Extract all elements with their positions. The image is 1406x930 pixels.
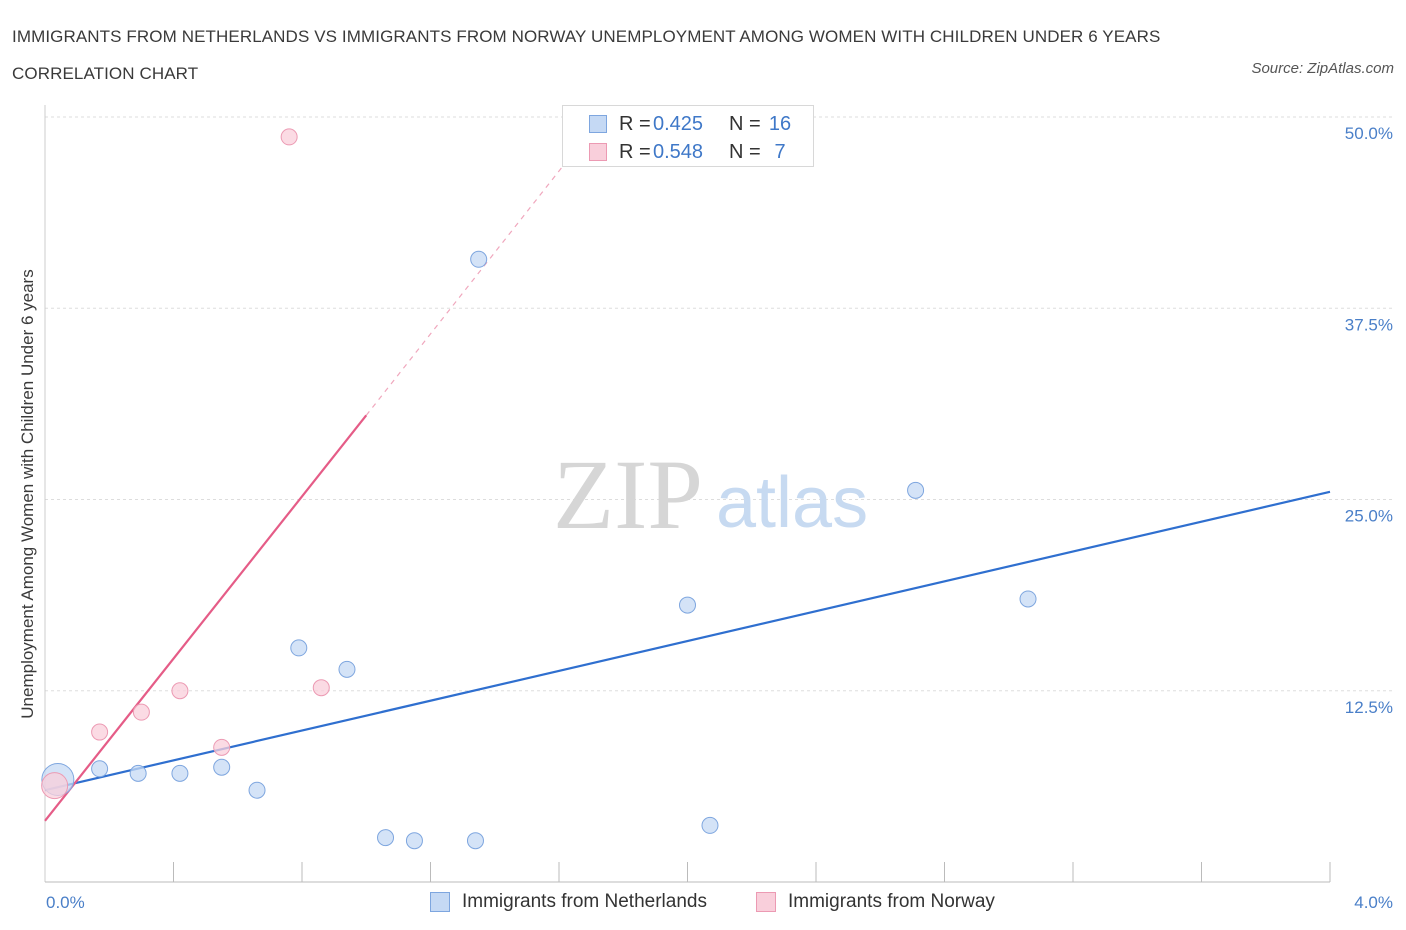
correlation-legend: R = 0.425 N = 16 R = 0.548 N = 7 (562, 105, 814, 167)
netherlands-point (679, 596, 696, 614)
chart-title: IMMIGRANTS FROM NETHERLANDS VS IMMIGRANT… (12, 27, 1161, 83)
netherlands-legend-swatch (430, 892, 450, 912)
legend-item-norway: Immigrants from Norway (756, 889, 995, 915)
r-label: R = (619, 112, 651, 135)
y-tick-label: 50.0% (1345, 124, 1393, 143)
netherlands-point (213, 758, 231, 776)
y-tick-label: 12.5% (1345, 698, 1393, 717)
netherlands-point (171, 764, 189, 782)
r-value: 0.425 (653, 112, 704, 135)
legend-row-norway: R = 0.548 N = 7 (589, 139, 795, 165)
data-points (41, 128, 1037, 850)
n-label: N = (729, 112, 761, 135)
netherlands-point (377, 829, 395, 847)
norway-trend-line (44, 414, 368, 822)
netherlands-point (91, 760, 109, 778)
trend-lines (44, 162, 1331, 822)
y-tick-label: 25.0% (1345, 507, 1393, 526)
r-value: 0.548 (653, 140, 704, 163)
netherlands-point (470, 250, 488, 268)
norway-point (280, 128, 298, 146)
watermark: ZIP atlas (553, 439, 868, 550)
legend-row-netherlands: R = 0.425 N = 16 (589, 111, 795, 137)
norway-legend-swatch (756, 892, 776, 912)
norway-legend-label: Immigrants from Norway (788, 891, 995, 912)
watermark-atlas: atlas (716, 463, 868, 543)
tick-labels: 12.5% 25.0% 37.5% 50.0% 0.0% 4.0% (46, 124, 1393, 912)
netherlands-point (466, 832, 484, 850)
norway-point (41, 772, 69, 800)
n-label: N = (729, 140, 761, 163)
netherlands-point (129, 764, 147, 782)
norway-point (132, 703, 150, 721)
netherlands-point (290, 639, 308, 657)
y-tick-label: 37.5% (1345, 315, 1393, 334)
netherlands-point (701, 816, 719, 834)
axes (44, 105, 1331, 883)
n-value: 16 (768, 112, 792, 135)
netherlands-point (338, 660, 356, 678)
netherlands-point (405, 832, 423, 850)
x-tick-label: 0.0% (46, 893, 85, 912)
netherlands-point (907, 481, 925, 499)
norway-point (213, 738, 231, 756)
norway-swatch (589, 143, 607, 161)
norway-point (171, 682, 189, 700)
norway-point (91, 723, 109, 741)
netherlands-point (1019, 590, 1037, 608)
watermark-zip: ZIP (553, 439, 703, 550)
grid-lines (45, 116, 1395, 692)
norway-trend-extension (365, 162, 566, 416)
source-label: Source: ZipAtlas.com (1251, 60, 1394, 77)
r-label: R = (619, 140, 651, 163)
legend-item-netherlands: Immigrants from Netherlands (430, 889, 707, 915)
netherlands-swatch (589, 115, 607, 133)
x-tick-label: 4.0% (1354, 893, 1393, 912)
netherlands-legend-label: Immigrants from Netherlands (462, 891, 707, 912)
norway-point (312, 679, 330, 697)
n-value: 7 (774, 140, 786, 163)
netherlands-trend-line (44, 490, 1331, 792)
netherlands-point (248, 781, 266, 799)
